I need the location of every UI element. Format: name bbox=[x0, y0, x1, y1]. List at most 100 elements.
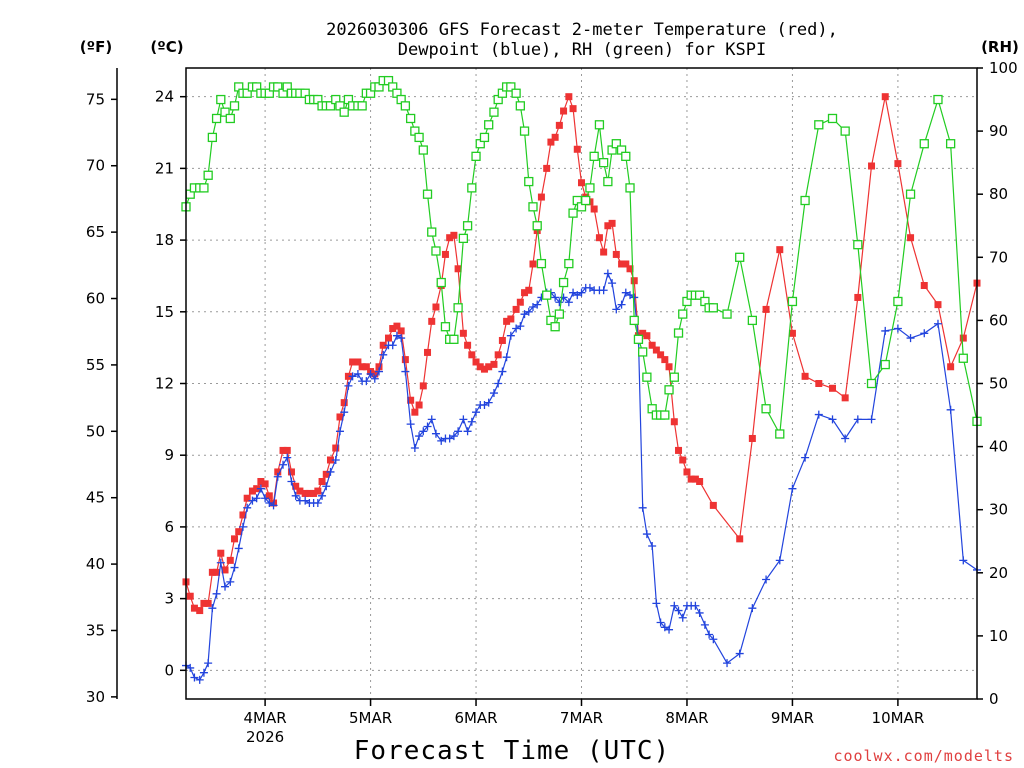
dewpoint-point bbox=[555, 298, 564, 307]
dewpoint-point bbox=[748, 604, 757, 613]
2-meter-temperature-point bbox=[573, 145, 581, 153]
rh-point bbox=[633, 334, 644, 344]
rh-point bbox=[436, 277, 446, 288]
2-meter-temperature-point bbox=[432, 303, 440, 311]
2-meter-temperature-point bbox=[648, 341, 656, 349]
dewpoint-point bbox=[331, 455, 340, 464]
fahrenheit-tick-label: 65 bbox=[86, 223, 105, 241]
2-meter-temperature-point bbox=[480, 365, 488, 373]
2-meter-temperature-point bbox=[639, 329, 647, 337]
2-meter-temperature-point bbox=[687, 475, 695, 483]
x-tick-sublabel: 2026 bbox=[246, 728, 284, 746]
2-meter-temperature-point bbox=[231, 535, 239, 543]
rh-point bbox=[735, 252, 745, 262]
2-meter-temperature-point bbox=[578, 179, 585, 187]
dewpoint-point bbox=[828, 415, 837, 424]
rh-tick-label: 20 bbox=[989, 564, 1008, 582]
2-meter-temperature-point bbox=[310, 489, 318, 497]
dewpoint-point bbox=[603, 269, 612, 278]
fahrenheit-tick-label: 45 bbox=[86, 489, 105, 507]
dewpoint-point bbox=[484, 398, 493, 407]
2-meter-temperature-point bbox=[815, 380, 823, 387]
rh-point bbox=[325, 101, 336, 111]
rh-point bbox=[400, 101, 411, 111]
2-meter-temperature-point bbox=[512, 305, 520, 313]
dewpoint-point bbox=[577, 288, 586, 297]
2-meter-temperature-point bbox=[537, 193, 545, 201]
2-meter-temperature-point bbox=[375, 363, 383, 371]
dewpoint-point bbox=[480, 401, 489, 410]
rh-point bbox=[919, 139, 929, 149]
2-meter-temperature-point bbox=[200, 599, 208, 607]
dewpoint-point bbox=[920, 329, 929, 338]
2-meter-temperature-point bbox=[683, 468, 691, 476]
2-meter-temperature-point bbox=[305, 489, 313, 497]
dewpoint-point bbox=[216, 558, 225, 567]
dewpoint-point bbox=[612, 305, 621, 314]
2-meter-temperature-point bbox=[332, 444, 340, 452]
2-meter-temperature-point bbox=[265, 492, 273, 500]
2-meter-temperature-point bbox=[407, 396, 415, 404]
2-meter-temperature-point bbox=[881, 93, 889, 101]
dewpoint-point bbox=[946, 405, 955, 414]
x-tick-label: 10MAR bbox=[872, 709, 925, 727]
data-series bbox=[181, 75, 982, 684]
dewpoint-point bbox=[234, 544, 243, 553]
2-meter-temperature-point bbox=[450, 231, 458, 239]
2-meter-temperature-point bbox=[604, 222, 612, 230]
2-meter-temperature-point bbox=[569, 105, 577, 113]
rh-point bbox=[893, 296, 903, 307]
fahrenheit-tick-label: 70 bbox=[86, 157, 105, 175]
dewpoint-point bbox=[397, 334, 406, 343]
dewpoint-point bbox=[427, 415, 436, 424]
rh-tick-label: 90 bbox=[989, 122, 1008, 140]
2-meter-temperature-point bbox=[829, 384, 837, 392]
rh-point bbox=[431, 246, 441, 256]
dewpoint-point bbox=[322, 482, 331, 491]
dewpoint-point bbox=[621, 288, 630, 297]
rh-point bbox=[458, 233, 469, 244]
fahrenheit-tick-label: 75 bbox=[86, 90, 105, 108]
rh-point bbox=[629, 315, 639, 326]
rh-point bbox=[660, 410, 670, 420]
2-meter-temperature-point bbox=[428, 317, 436, 325]
dewpoint-point bbox=[652, 599, 661, 608]
2-meter-temperature-point bbox=[261, 480, 269, 488]
rh-point bbox=[479, 132, 490, 143]
dewpoint-point bbox=[348, 372, 357, 381]
2-meter-temperature-point bbox=[507, 315, 515, 323]
dewpoint-point bbox=[445, 434, 454, 443]
dewpoint-point bbox=[506, 331, 515, 340]
dewpoint-point bbox=[375, 367, 384, 376]
2-meter-temperature-point bbox=[525, 286, 533, 294]
2-meter-temperature-point bbox=[401, 356, 409, 364]
rh-point bbox=[814, 120, 824, 130]
2-meter-temperature-point bbox=[196, 607, 204, 615]
2-meter-temperature-point bbox=[344, 372, 352, 380]
2-meter-temperature-point bbox=[959, 334, 967, 342]
dewpoint-point bbox=[599, 286, 608, 295]
dewpoint-point bbox=[881, 326, 890, 335]
rh-point bbox=[211, 113, 222, 124]
rh-point bbox=[638, 347, 648, 357]
axes: 30 35 40 45 50 55 60 65 70 75 0 3 6 9 12 15 18 21 24 0 10 20 3… bbox=[86, 59, 1018, 746]
rh-point bbox=[519, 126, 530, 136]
rh-point bbox=[506, 82, 516, 92]
dewpoint-point bbox=[449, 432, 458, 441]
fahrenheit-tick-label: 55 bbox=[86, 356, 105, 374]
2-meter-temperature-point bbox=[934, 301, 942, 309]
2-meter-temperature-point bbox=[854, 293, 862, 301]
2-meter-temperature-point bbox=[565, 93, 573, 101]
2-meter-temperature-point bbox=[608, 219, 616, 227]
dewpoint-point bbox=[208, 604, 217, 613]
rh-point bbox=[339, 107, 349, 117]
dewpoint-point bbox=[528, 303, 537, 312]
dewpoint-point bbox=[261, 494, 270, 503]
dewpoint-point bbox=[814, 410, 823, 419]
dewpoint-point bbox=[392, 331, 401, 340]
rh-unit-label: (RH) bbox=[981, 38, 1019, 56]
2-meter-temperature-point bbox=[841, 394, 849, 402]
2-meter-temperature-point bbox=[243, 494, 251, 502]
rh-point bbox=[673, 328, 684, 338]
dewpoint-point bbox=[388, 341, 397, 350]
